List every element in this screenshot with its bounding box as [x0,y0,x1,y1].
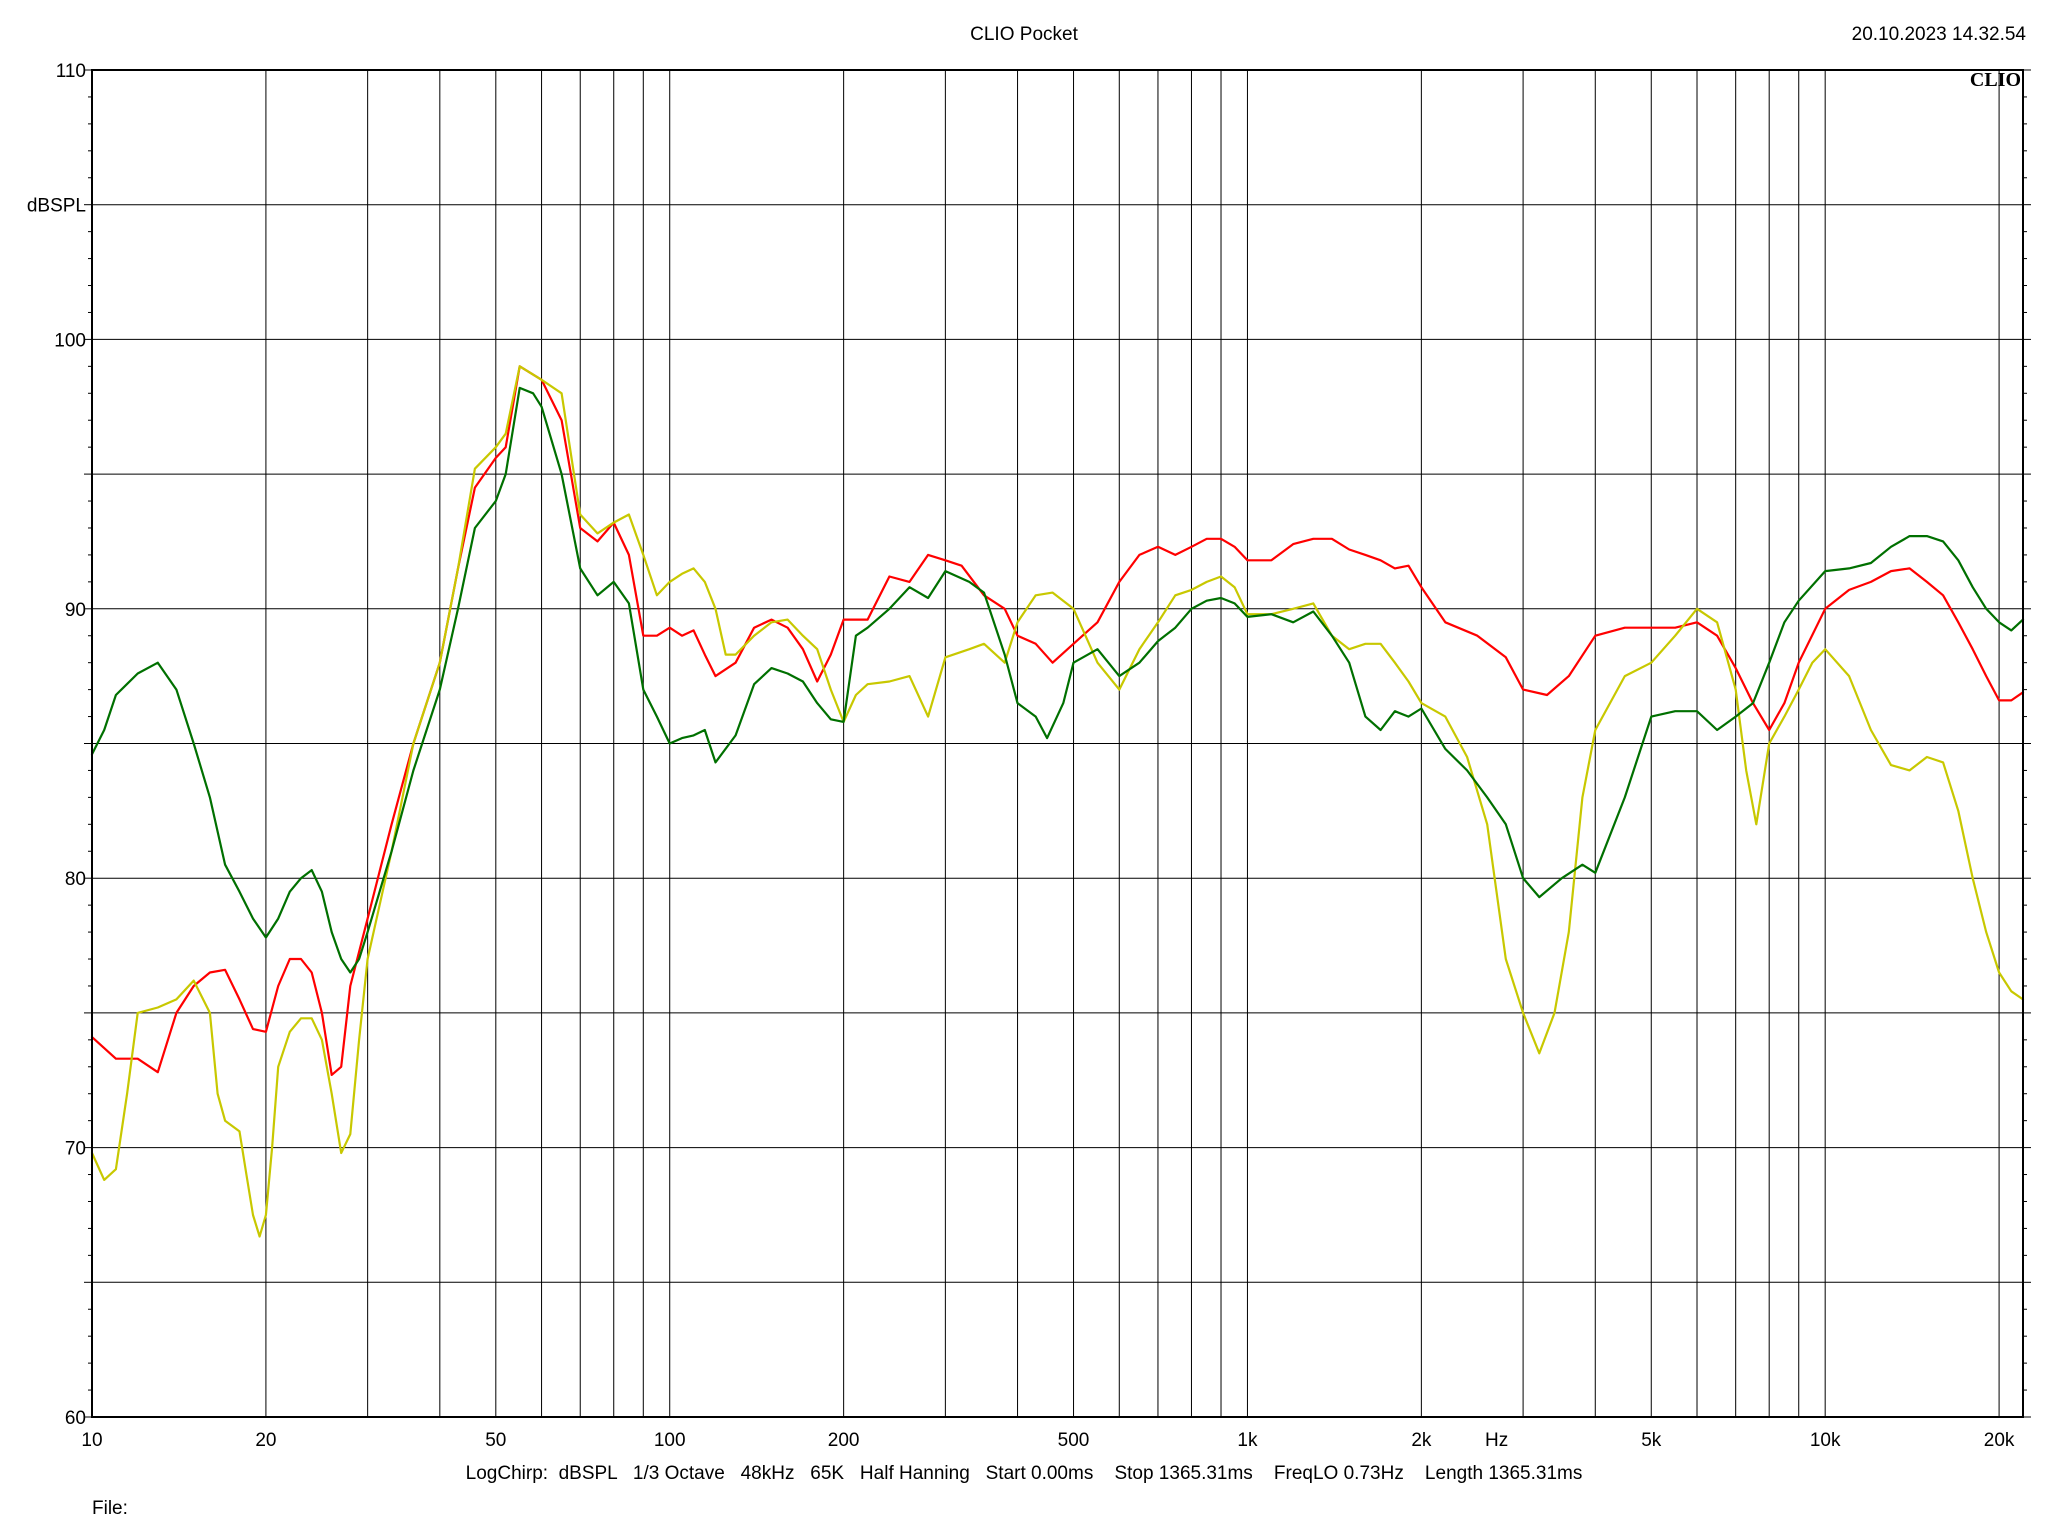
x-tick-label: 100 [654,1430,686,1451]
x-tick-label: 2k [1411,1430,1432,1451]
series-layer [90,365,2025,1238]
y-tick-label: 110 [56,61,86,82]
x-tick-label: 50 [485,1430,506,1451]
y-tick-label: 90 [65,600,86,621]
x-tick-label: 1k [1237,1430,1258,1451]
x-tick-label: 10k [1810,1430,1841,1451]
x-tick-label: 20 [255,1430,276,1451]
x-tick-label: 5k [1641,1430,1662,1451]
series-line-3 [90,386,2025,974]
y-tick-label: 100 [54,330,86,351]
timestamp: 20.10.2023 14.32.54 [1851,24,2026,45]
x-tick-label: 20k [1984,1430,2015,1451]
y-tick-label: 80 [65,869,86,890]
grid-layer [91,69,2023,1418]
clio-logo: CLIO [1970,69,2021,91]
y-axis-label: dBSPL [27,196,86,217]
x-tick-label: 200 [828,1430,860,1451]
measurement-settings: LogChirp: dBSPL 1/3 Octave 48kHz 65K Hal… [465,1463,1583,1484]
plot-frame [91,69,2024,1418]
x-axis-label: Hz [1485,1430,1508,1451]
y-tick-label: 70 [65,1139,86,1160]
x-tick-label: 500 [1058,1430,1090,1451]
series-line-1 [90,365,2025,1076]
series-line-2 [90,365,2025,1238]
y-tick-label: 60 [65,1408,86,1429]
file-label: File: [92,1498,128,1519]
x-tick-label: 10 [81,1430,102,1451]
tick-layer: 60 70 80 90 100 110 10 20 50 100 200 500 1k 2k 5k 10k 20… [27,61,2031,1451]
chart-title: CLIO Pocket [970,24,1078,45]
